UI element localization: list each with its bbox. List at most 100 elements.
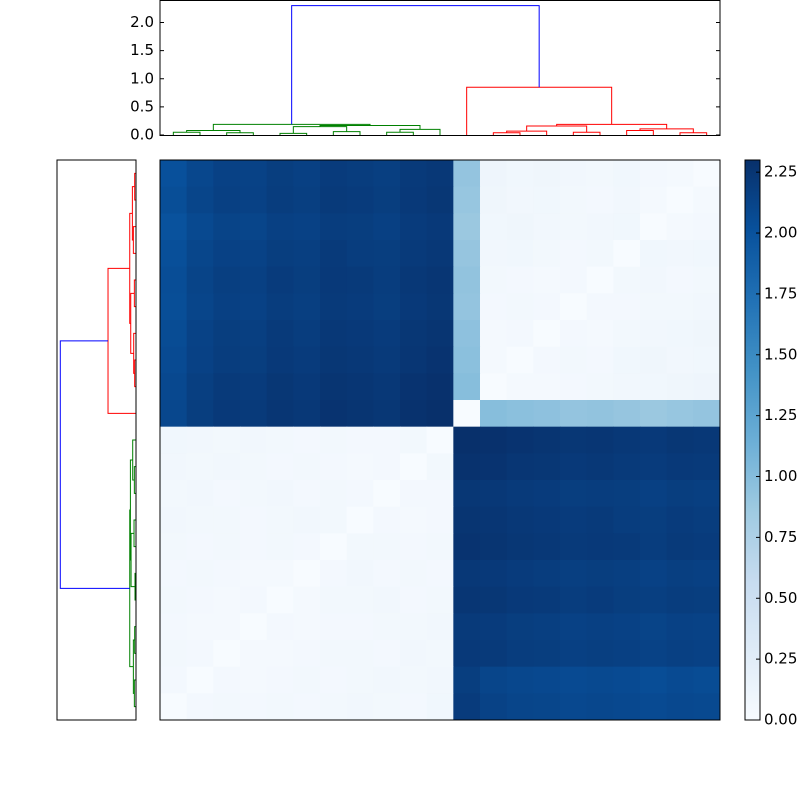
- heatmap-cell: [586, 560, 614, 588]
- heatmap-cell: [453, 666, 481, 694]
- heatmap-cell: [613, 293, 641, 321]
- heatmap-cell: [693, 240, 721, 268]
- heatmap-cell: [293, 320, 321, 348]
- heatmap-cell: [186, 400, 214, 428]
- heatmap-cell: [293, 186, 321, 214]
- y-tick-label: 2.0: [130, 13, 154, 31]
- heatmap-cell: [240, 213, 268, 241]
- dendrogram-link: [319, 124, 421, 130]
- heatmap-cell: [693, 666, 721, 694]
- heatmap-cell: [693, 293, 721, 321]
- dendrogram-link: [332, 131, 361, 135]
- heatmap-cell: [480, 453, 508, 481]
- heatmap-cell: [506, 640, 534, 668]
- heatmap-cell: [533, 266, 561, 294]
- heatmap-cell: [400, 666, 428, 694]
- heatmap-cell: [453, 453, 481, 481]
- row-dendrogram-link: [107, 267, 136, 414]
- heatmap-cell: [560, 640, 588, 668]
- heatmap-cell: [693, 506, 721, 534]
- heatmap-cell: [186, 666, 214, 694]
- heatmap-cell: [240, 506, 268, 534]
- heatmap-cell: [373, 186, 401, 214]
- heatmap-cell: [640, 426, 668, 454]
- heatmap-cell: [560, 533, 588, 561]
- heatmap-cell: [506, 160, 534, 188]
- heatmap-cell: [186, 213, 214, 241]
- heatmap-cell: [160, 506, 188, 534]
- heatmap-cell: [453, 160, 481, 188]
- heatmap-cell: [320, 586, 348, 614]
- heatmap-cell: [666, 160, 694, 188]
- heatmap-cell: [240, 480, 268, 508]
- heatmap-cell: [266, 400, 294, 428]
- heatmap-cell: [586, 293, 614, 321]
- heatmap-cell: [373, 640, 401, 668]
- heatmap-cell: [586, 240, 614, 268]
- heatmap-cell: [400, 160, 428, 188]
- heatmap-cell: [453, 693, 481, 721]
- heatmap-cell: [186, 346, 214, 374]
- heatmap-cell: [480, 666, 508, 694]
- heatmap-cell: [666, 240, 694, 268]
- heatmap-cell: [560, 613, 588, 641]
- heatmap-cell: [266, 480, 294, 508]
- heatmap-cell: [640, 240, 668, 268]
- heatmap-cell: [186, 426, 214, 454]
- heatmap-cell: [693, 346, 721, 374]
- heatmap-cell: [213, 453, 241, 481]
- heatmap-cell: [560, 426, 588, 454]
- heatmap-cell: [666, 480, 694, 508]
- heatmap-cell: [293, 373, 321, 401]
- heatmap-cell: [240, 666, 268, 694]
- heatmap-cell: [240, 640, 268, 668]
- heatmap-cell: [533, 480, 561, 508]
- heatmap-cell: [266, 453, 294, 481]
- heatmap-cell: [426, 293, 454, 321]
- heatmap-cell: [186, 640, 214, 668]
- colorbar-tick-label: 1.75: [764, 284, 797, 302]
- heatmap-cell: [186, 186, 214, 214]
- heatmap-cell: [586, 613, 614, 641]
- heatmap-cell: [213, 613, 241, 641]
- heatmap-cell: [293, 266, 321, 294]
- heatmap-cell: [373, 560, 401, 588]
- heatmap-cell: [560, 480, 588, 508]
- heatmap-cell: [693, 586, 721, 614]
- heatmap-cell: [426, 373, 454, 401]
- heatmap-cell: [533, 533, 561, 561]
- heatmap-cell: [400, 480, 428, 508]
- heatmap-cell: [186, 453, 214, 481]
- heatmap-cell: [346, 160, 374, 188]
- heatmap-cell: [586, 666, 614, 694]
- heatmap-cell: [586, 426, 614, 454]
- heatmap-cell: [213, 480, 241, 508]
- heatmap-cell: [640, 586, 668, 614]
- colorbar-tick-label: 1.25: [764, 406, 797, 424]
- heatmap-cell: [240, 613, 268, 641]
- heatmap-cell: [346, 293, 374, 321]
- heatmap-cell: [666, 560, 694, 588]
- heatmap-cell: [560, 213, 588, 241]
- dendrogram-link: [386, 131, 414, 135]
- heatmap-cell: [400, 400, 428, 428]
- heatmap-cell: [213, 666, 241, 694]
- heatmap-cell: [666, 320, 694, 348]
- heatmap-cell: [693, 400, 721, 428]
- heatmap-cell: [346, 266, 374, 294]
- heatmap-cell: [453, 506, 481, 534]
- heatmap-cell: [373, 240, 401, 268]
- heatmap-cell: [693, 533, 721, 561]
- heatmap-cell: [666, 400, 694, 428]
- heatmap-cell: [373, 293, 401, 321]
- heatmap-cell: [640, 506, 668, 534]
- heatmap-cell: [373, 346, 401, 374]
- heatmap-cell: [666, 533, 694, 561]
- heatmap-cell: [506, 506, 534, 534]
- heatmap-cell: [426, 346, 454, 374]
- heatmap-cell: [400, 373, 428, 401]
- heatmap-cell: [453, 293, 481, 321]
- heatmap-cell: [373, 613, 401, 641]
- heatmap-cell: [320, 213, 348, 241]
- heatmap-cell: [240, 320, 268, 348]
